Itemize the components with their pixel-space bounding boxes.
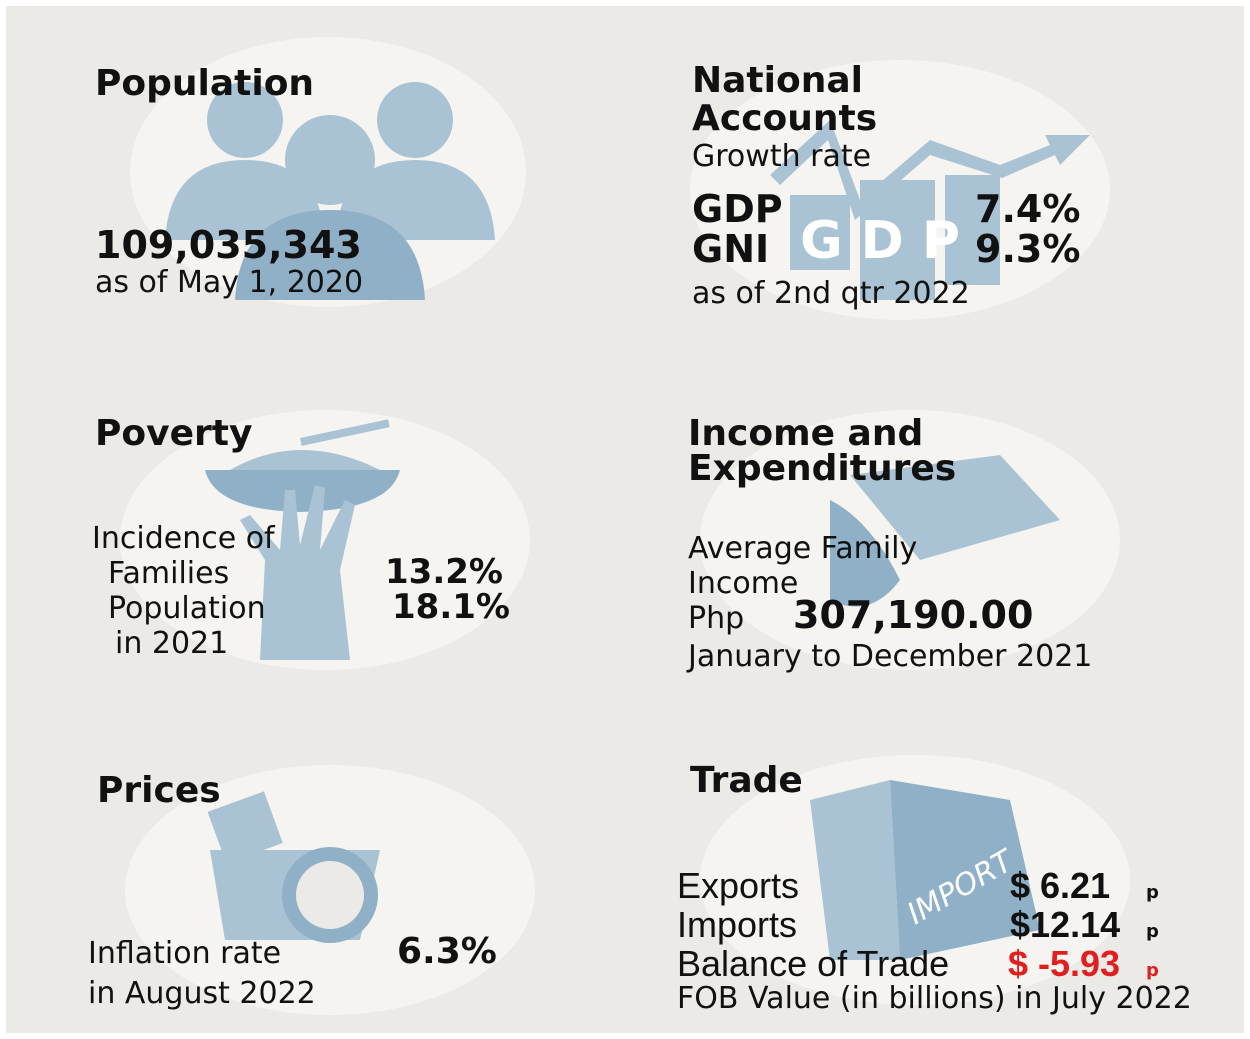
title: Poverty — [95, 413, 252, 454]
row-label: Exports — [677, 865, 799, 906]
box-icon: IMPORT — [810, 780, 1040, 960]
note: January to December 2021 — [686, 639, 1092, 674]
row-flag: p — [1146, 960, 1159, 981]
row-flag: p — [1146, 921, 1159, 942]
note: as of 2nd qtr 2022 — [692, 276, 970, 311]
trade-panel: IMPORT Trade Exports $ 6.21 p Imports $1… — [677, 755, 1192, 1016]
value: 307,190.00 — [793, 593, 1033, 637]
row-value: 7.4% — [975, 187, 1080, 231]
row-label: Balance of Trade — [677, 943, 949, 984]
subtitle: Growth rate — [692, 139, 871, 174]
note: in 2021 — [115, 626, 228, 661]
row-value: 13.2% — [385, 552, 503, 592]
row-value: $ 6.21 — [1010, 865, 1110, 906]
row-label: Imports — [677, 904, 797, 945]
title: Population — [95, 63, 314, 104]
title-line: Income and — [688, 413, 923, 454]
population-panel: Population 109,035,343 as of May 1, 2020 — [95, 37, 526, 307]
row-label: GNI — [692, 227, 769, 271]
gdp-icon: GDP — [770, 120, 1090, 300]
label-line: Average Family — [688, 531, 917, 566]
currency: Php — [688, 601, 744, 636]
row-label: GDP — [692, 187, 783, 231]
label: Incidence of — [92, 521, 276, 556]
title: Prices — [97, 770, 221, 811]
value: 109,035,343 — [95, 223, 362, 267]
row-label: Population — [108, 591, 266, 626]
bowl-hands-icon — [205, 419, 400, 660]
row-value: 18.1% — [392, 587, 510, 627]
icon-label: GDP — [800, 211, 978, 271]
title: Trade — [690, 760, 803, 801]
title-line: Expenditures — [688, 448, 956, 489]
prices-panel: Prices Inflation rate 6.3% in August 202… — [88, 765, 535, 1015]
poverty-panel: Poverty Incidence of Families 13.2% Popu… — [92, 410, 530, 670]
row-flag: p — [1146, 882, 1159, 903]
note: as of May 1, 2020 — [95, 265, 363, 300]
label-line: Income — [688, 566, 798, 601]
title-line: Accounts — [692, 98, 877, 139]
basket-icon — [207, 791, 380, 943]
row-label: Families — [108, 556, 229, 591]
people-icon — [165, 82, 495, 300]
row-value: $ -5.93 — [1008, 943, 1120, 984]
value: 6.3% — [397, 931, 497, 972]
row-value: $12.14 — [1010, 904, 1120, 945]
national-accounts-panel: GDP National Accounts Growth rate GDP 7.… — [690, 60, 1110, 320]
note: in August 2022 — [88, 976, 316, 1011]
label: Inflation rate — [88, 936, 281, 971]
row-value: 9.3% — [975, 227, 1080, 271]
income-panel: Income and Expenditures Average Family I… — [686, 410, 1120, 674]
money-icon — [830, 455, 1060, 607]
title-line: National — [692, 60, 863, 101]
note: FOB Value (in billions) in July 2022 — [677, 981, 1192, 1016]
